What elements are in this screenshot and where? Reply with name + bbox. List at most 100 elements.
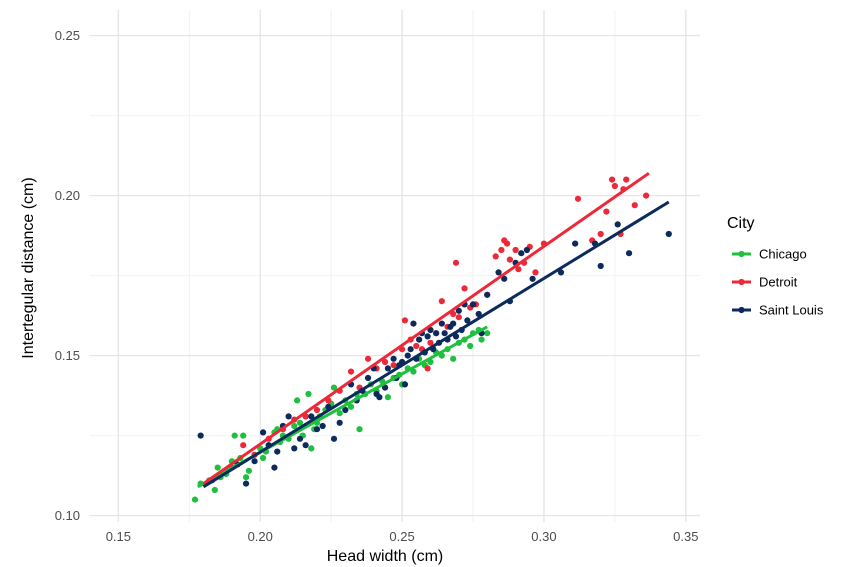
- saint-louis-point: [242, 480, 250, 487]
- legend-label: Saint Louis: [759, 303, 824, 318]
- chicago-point: [191, 496, 199, 503]
- detroit-point: [506, 256, 514, 263]
- detroit-point: [611, 182, 618, 190]
- detroit-point: [390, 362, 397, 369]
- saint-louis-point: [308, 413, 315, 420]
- saint-louis-point: [285, 413, 292, 420]
- legend-key-point: [738, 250, 745, 258]
- chicago-point: [259, 454, 267, 462]
- detroit-point: [498, 246, 505, 254]
- chicago-point: [291, 422, 298, 430]
- chicago-point: [305, 390, 312, 398]
- chicago-point: [336, 410, 343, 417]
- saint-louis-point: [291, 445, 298, 452]
- saint-louis-point: [438, 320, 445, 327]
- legend-key-point: [738, 278, 745, 286]
- saint-louis-point: [484, 291, 491, 298]
- x-axis-title: Head width (cm): [327, 548, 443, 565]
- detroit-point: [515, 266, 522, 273]
- chicago-point: [450, 355, 457, 362]
- saint-louis-point: [259, 429, 267, 436]
- detroit-fit-line: [202, 171, 650, 485]
- y-tick-label: 0.10: [55, 508, 80, 523]
- detroit-point: [401, 317, 409, 324]
- x-axis-ticks: 0.15 0.20 0.25 0.30 0.35: [106, 529, 699, 544]
- chicago-point: [308, 445, 315, 452]
- saint-louis-point: [197, 432, 204, 439]
- x-tick-label: 0.15: [106, 529, 131, 544]
- chicago-point: [211, 486, 218, 494]
- detroit-point: [364, 355, 372, 362]
- saint-louis-point: [390, 355, 397, 362]
- grid: [90, 10, 700, 522]
- legend-item-saint-louis: Saint Louis: [732, 303, 824, 318]
- saint-louis-point: [274, 448, 281, 455]
- saint-louis-point: [455, 307, 462, 314]
- detroit-point: [381, 358, 389, 366]
- detroit-point: [642, 192, 650, 199]
- saint-louis-point: [529, 275, 536, 282]
- saint-louis-point: [271, 464, 278, 471]
- x-tick-label: 0.25: [389, 529, 414, 544]
- saint-louis-point: [319, 422, 326, 430]
- saint-louis-point: [464, 317, 471, 324]
- detroit-point: [623, 176, 630, 183]
- x-tick-label: 0.35: [673, 529, 698, 544]
- chicago-point: [245, 467, 252, 474]
- detroit-point: [512, 246, 519, 254]
- detroit-point: [631, 202, 638, 209]
- saint-louis-point: [597, 262, 604, 270]
- detroit-point: [438, 298, 445, 305]
- y-tick-label: 0.25: [55, 28, 80, 43]
- saint-louis-point: [523, 246, 531, 254]
- y-tick-label: 0.20: [55, 188, 80, 203]
- saint-louis-point: [475, 310, 482, 318]
- legend-label: Detroit: [759, 275, 798, 290]
- saint-louis-point: [495, 269, 502, 276]
- y-tick-label: 0.15: [55, 348, 80, 363]
- detroit-point: [503, 240, 511, 247]
- saint-louis-point: [330, 435, 338, 442]
- saint-louis-point: [381, 384, 389, 391]
- saint-louis-point: [296, 435, 304, 442]
- x-tick-label: 0.20: [248, 529, 273, 544]
- legend: City Chicago Detroit Saint Louis: [727, 215, 824, 318]
- chicago-point: [484, 330, 491, 337]
- saint-louis-point: [376, 394, 383, 401]
- chicago-point: [478, 336, 485, 343]
- detroit-point: [461, 285, 468, 292]
- saint-louis-point: [469, 301, 477, 308]
- saint-louis-point: [450, 320, 457, 327]
- chicago-point: [214, 464, 221, 471]
- legend-key-point: [738, 306, 745, 314]
- chicago-point: [231, 432, 238, 439]
- saint-louis-point: [557, 269, 565, 276]
- chicago-point: [347, 403, 355, 410]
- saint-louis-point: [416, 336, 423, 343]
- x-tick-label: 0.30: [531, 529, 556, 544]
- chicago-point: [384, 394, 392, 401]
- detroit-point: [347, 368, 355, 375]
- saint-louis-point: [427, 326, 434, 334]
- saint-louis-point: [424, 333, 431, 340]
- saint-louis-point: [313, 426, 321, 433]
- detroit-point: [427, 339, 434, 346]
- saint-louis-point: [501, 275, 508, 282]
- detroit-point: [492, 253, 499, 260]
- saint-louis-point: [433, 330, 440, 337]
- y-axis-title: Intertegular distance (cm): [20, 177, 37, 358]
- saint-louis-point: [364, 374, 372, 382]
- detroit-point: [608, 176, 616, 183]
- saint-louis-point: [518, 250, 525, 257]
- saint-louis-point: [665, 230, 672, 238]
- legend-item-detroit: Detroit: [732, 275, 798, 290]
- detroit-point: [413, 342, 420, 350]
- chicago-point: [242, 474, 250, 481]
- saint-louis-point: [251, 458, 258, 465]
- detroit-point: [574, 195, 582, 202]
- regression-lines: [197, 171, 670, 489]
- saint-louis-point: [302, 442, 309, 449]
- detroit-point: [240, 442, 247, 449]
- chicago-point: [467, 342, 474, 350]
- legend-title: City: [727, 215, 755, 232]
